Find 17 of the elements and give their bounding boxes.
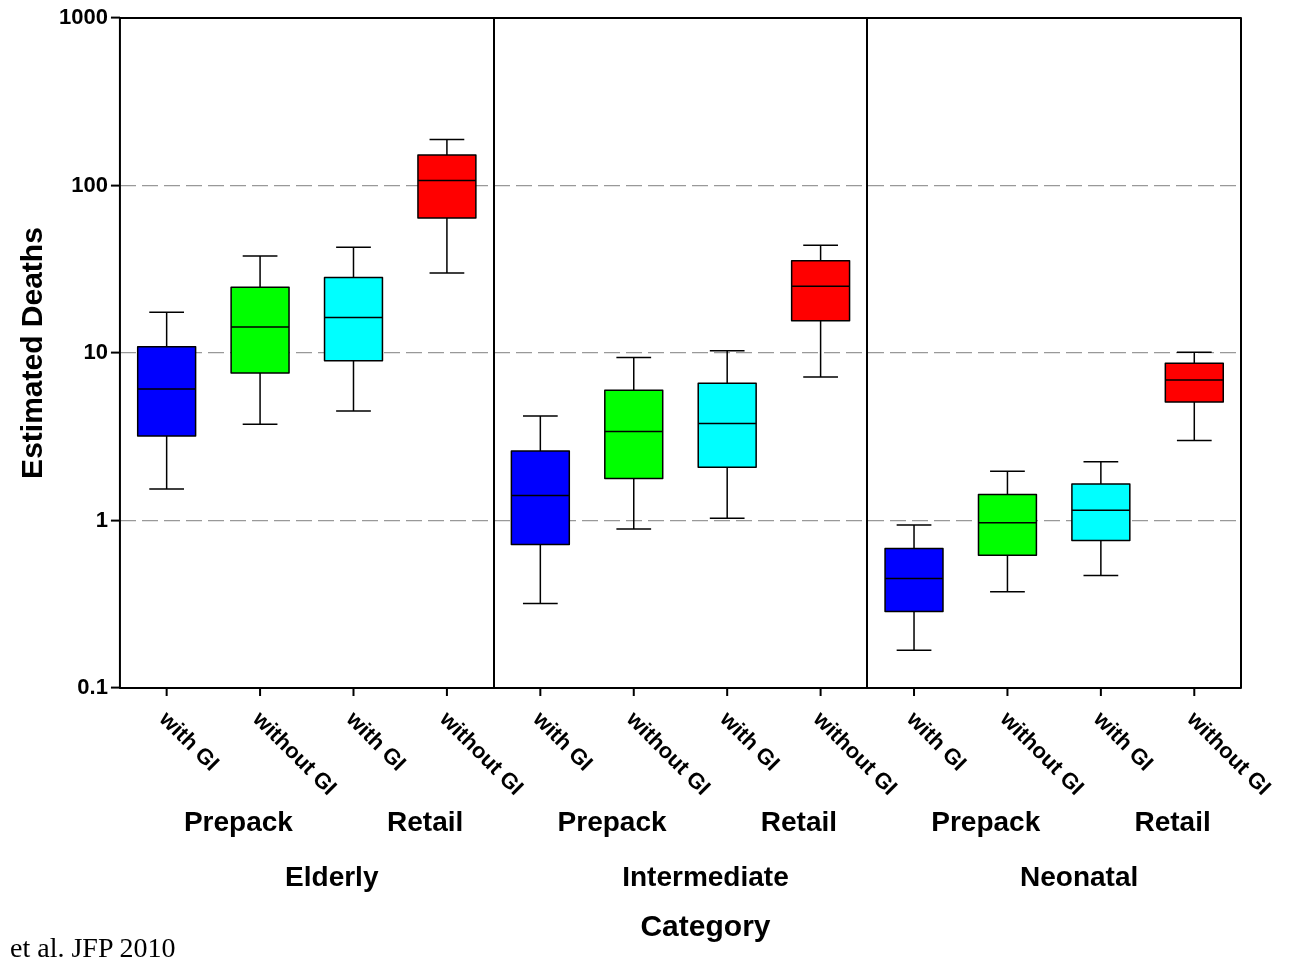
text: Prepack [931,805,1041,837]
y-tick-label: 100 [71,171,108,197]
y-tick-label: 10 [83,339,108,365]
y-tick-label: 0.1 [77,674,108,700]
text: et al. JFP 2010 [10,932,176,964]
text: Elderly [285,860,379,892]
text: Neonatal [1020,860,1139,892]
text: Prepack [183,805,294,837]
text: Intermediate [622,860,789,892]
y-tick-label: 1000 [58,4,108,30]
y-tick-label: 1 [95,506,108,532]
x-axis-title: Category [640,909,771,943]
text: Prepack [557,805,667,837]
text: Retail [387,805,464,837]
y-axis-title: Estimated Deaths [15,227,49,479]
text: Retail [1134,805,1211,837]
text: Retail [760,805,838,837]
